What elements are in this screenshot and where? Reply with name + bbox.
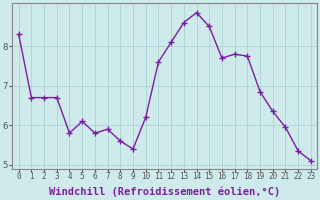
X-axis label: Windchill (Refroidissement éolien,°C): Windchill (Refroidissement éolien,°C) <box>49 187 280 197</box>
